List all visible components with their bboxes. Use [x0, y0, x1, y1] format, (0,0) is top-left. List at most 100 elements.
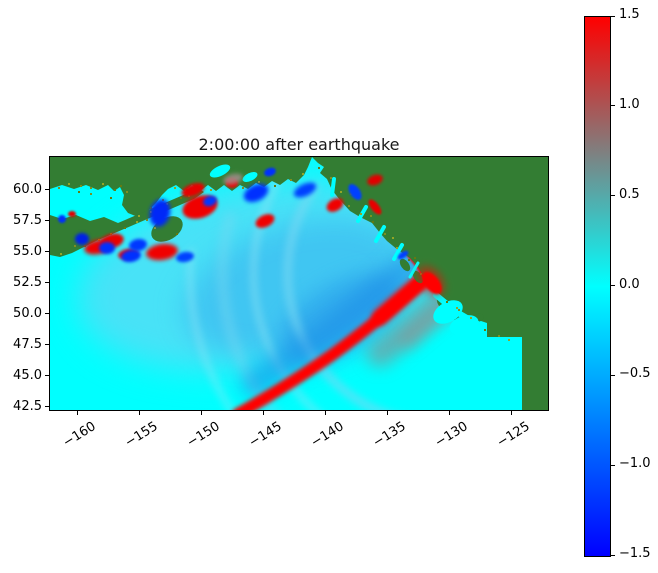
y-axis-tick-label: 47.5: [13, 336, 42, 352]
coastal-channel: [392, 243, 404, 261]
coastal-wave-negative: [293, 182, 317, 198]
coastal-wave-negative: [264, 167, 276, 177]
shore-speckle: [302, 173, 304, 175]
x-axis-tick-label: −145: [246, 419, 285, 451]
shore-speckle: [124, 227, 126, 229]
y-axis-tick-label: 50.0: [13, 305, 42, 321]
island: [399, 258, 411, 272]
colorbar-tick: [611, 464, 615, 466]
coastal-wave-negative: [75, 233, 89, 245]
shore-speckle: [396, 247, 398, 249]
x-axis-tick: [387, 411, 389, 415]
shore-speckle: [110, 233, 112, 235]
x-axis-tick: [325, 411, 327, 415]
shore-speckle: [456, 307, 458, 309]
y-axis-tick: [45, 406, 49, 408]
shore-speckle: [274, 185, 276, 187]
x-axis-tick: [201, 411, 203, 415]
colorbar-tick-label: −1.5: [619, 546, 651, 561]
x-axis-tick: [510, 411, 512, 415]
wave-head: [422, 271, 442, 295]
shore-speckle: [110, 197, 112, 199]
alaska-mainland: [50, 157, 312, 217]
coastal-wave-positive: [255, 214, 275, 228]
y-axis-tick: [45, 220, 49, 222]
colorbar-tick: [611, 374, 615, 376]
y-axis-tick: [45, 375, 49, 377]
shore-speckle: [126, 191, 128, 193]
y-axis-tick: [45, 313, 49, 315]
shore-speckle: [78, 191, 80, 193]
shore-speckle: [136, 221, 138, 223]
trailing-wave-arc: [250, 178, 319, 410]
coastal-channel: [408, 261, 420, 279]
shore-speckle: [68, 183, 70, 185]
colorbar-tick: [611, 285, 615, 286]
coastal-inlet: [209, 164, 231, 178]
y-axis-tick-label: 55.0: [13, 243, 42, 259]
colorbar-tick-label: 0.5: [619, 186, 640, 202]
y-axis-tick: [45, 344, 49, 346]
y-axis-tick-label: 60.0: [13, 181, 42, 197]
colorbar-tick: [611, 15, 615, 17]
x-axis-tick-label: −140: [308, 419, 347, 451]
shore-speckle: [370, 215, 372, 217]
y-axis-tick: [45, 282, 49, 284]
coastal-channel: [433, 292, 487, 330]
coastal-wave-positive: [367, 174, 383, 186]
x-axis-tick-label: −135: [370, 419, 409, 451]
wave-front: [233, 267, 437, 410]
x-axis-tick-label: −125: [494, 419, 533, 451]
shore-speckle: [60, 253, 62, 255]
colorbar-tick-label: 0.0: [619, 276, 640, 292]
coastal-wave-positive: [326, 198, 344, 212]
shore-speckle: [392, 237, 394, 239]
colorbar-tick-label: 1.5: [619, 7, 640, 22]
shore-speckle: [80, 185, 82, 187]
shore-speckle: [90, 187, 92, 189]
shore-speckle: [330, 177, 332, 179]
coastal-wave-positive: [68, 211, 76, 217]
colorbar-tick: [611, 105, 615, 107]
coastal-wave-negative: [397, 250, 409, 260]
colorbar-tick: [611, 195, 615, 197]
coastal-wave-negative: [348, 184, 362, 200]
y-axis-tick: [45, 189, 49, 191]
colorbar-tick-label: −0.5: [619, 366, 651, 382]
y-axis-tick-label: 42.5: [13, 398, 42, 414]
shore-speckle: [348, 205, 350, 207]
shore-speckle: [84, 245, 86, 247]
shore-speckle: [150, 207, 152, 209]
coastal-wave-negative: [243, 183, 269, 203]
shore-speckle: [242, 187, 244, 189]
shore-speckle: [146, 219, 148, 221]
coastal-wave-negative: [149, 199, 171, 227]
coastal-wave-positive: [146, 243, 178, 261]
shore-speckle: [58, 187, 60, 189]
y-axis-tick-label: 45.0: [13, 367, 42, 383]
shore-speckle: [360, 213, 362, 215]
coastal-channel: [374, 225, 386, 243]
y-axis-tick-label: 57.5: [13, 212, 42, 228]
shore-speckle: [120, 185, 122, 187]
wave-band: [241, 246, 431, 398]
plot-title: 2:00:00 after earthquake: [198, 135, 400, 154]
shore-speckle: [258, 181, 260, 183]
shore-speckle: [414, 257, 416, 259]
shore-speckle: [210, 189, 212, 191]
coastal-wave-negative: [203, 195, 217, 207]
coastal-inlet: [242, 172, 258, 182]
shore-speckle: [74, 245, 76, 247]
colorbar-tick: [611, 554, 615, 556]
shore-speckle: [174, 187, 176, 189]
coastal-channel: [330, 177, 336, 197]
shore-speckle: [154, 227, 156, 229]
x-axis-tick-label: −130: [432, 419, 471, 451]
x-axis-tick: [139, 411, 141, 415]
coastal-wave-positive: [368, 199, 382, 215]
tsunami-map: [50, 157, 548, 410]
shore-speckle: [484, 329, 486, 331]
shore-speckle: [372, 221, 374, 223]
trailing-wave-arc: [283, 183, 387, 410]
shore-speckle: [408, 259, 410, 261]
